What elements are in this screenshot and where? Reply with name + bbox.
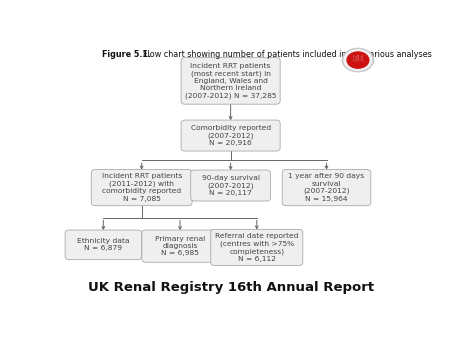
Circle shape bbox=[342, 48, 373, 72]
Text: Flow chart showing number of patients included in the various analyses: Flow chart showing number of patients in… bbox=[138, 50, 432, 59]
Text: Figure 5.1.: Figure 5.1. bbox=[102, 50, 151, 59]
Circle shape bbox=[344, 50, 372, 70]
Text: UK Renal Registry 16th Annual Report: UK Renal Registry 16th Annual Report bbox=[88, 281, 374, 294]
Text: 90-day survival
(2007-2012)
N = 20,117: 90-day survival (2007-2012) N = 20,117 bbox=[202, 175, 260, 196]
FancyBboxPatch shape bbox=[211, 230, 303, 266]
Text: Incident RRT patients
(most recent start) in
England, Wales and
Northern Ireland: Incident RRT patients (most recent start… bbox=[185, 63, 276, 99]
Text: Primary renal
diagnosis
N = 6,985: Primary renal diagnosis N = 6,985 bbox=[155, 236, 205, 257]
FancyBboxPatch shape bbox=[191, 170, 270, 201]
Text: 1 year after 90 days
survival
(2007-2012)
N = 15,964: 1 year after 90 days survival (2007-2012… bbox=[288, 173, 364, 202]
Text: Incident RRT patients
(2011-2012) with
comorbidity reported
N = 7,085: Incident RRT patients (2011-2012) with c… bbox=[102, 173, 182, 202]
FancyBboxPatch shape bbox=[282, 170, 371, 206]
Text: Referral date reported
(centres with >75%
completeness)
N = 6,112: Referral date reported (centres with >75… bbox=[215, 233, 298, 262]
FancyBboxPatch shape bbox=[181, 57, 280, 104]
Text: Comorbidity reported
(2007-2012)
N = 20,916: Comorbidity reported (2007-2012) N = 20,… bbox=[190, 125, 271, 146]
FancyBboxPatch shape bbox=[142, 230, 218, 262]
Circle shape bbox=[347, 52, 369, 68]
FancyBboxPatch shape bbox=[181, 120, 280, 151]
Text: RR: RR bbox=[352, 54, 364, 64]
Text: Ethnicity data
N = 6,879: Ethnicity data N = 6,879 bbox=[77, 238, 130, 251]
Text: RR: RR bbox=[352, 54, 364, 64]
FancyBboxPatch shape bbox=[65, 230, 141, 260]
FancyBboxPatch shape bbox=[91, 170, 192, 206]
